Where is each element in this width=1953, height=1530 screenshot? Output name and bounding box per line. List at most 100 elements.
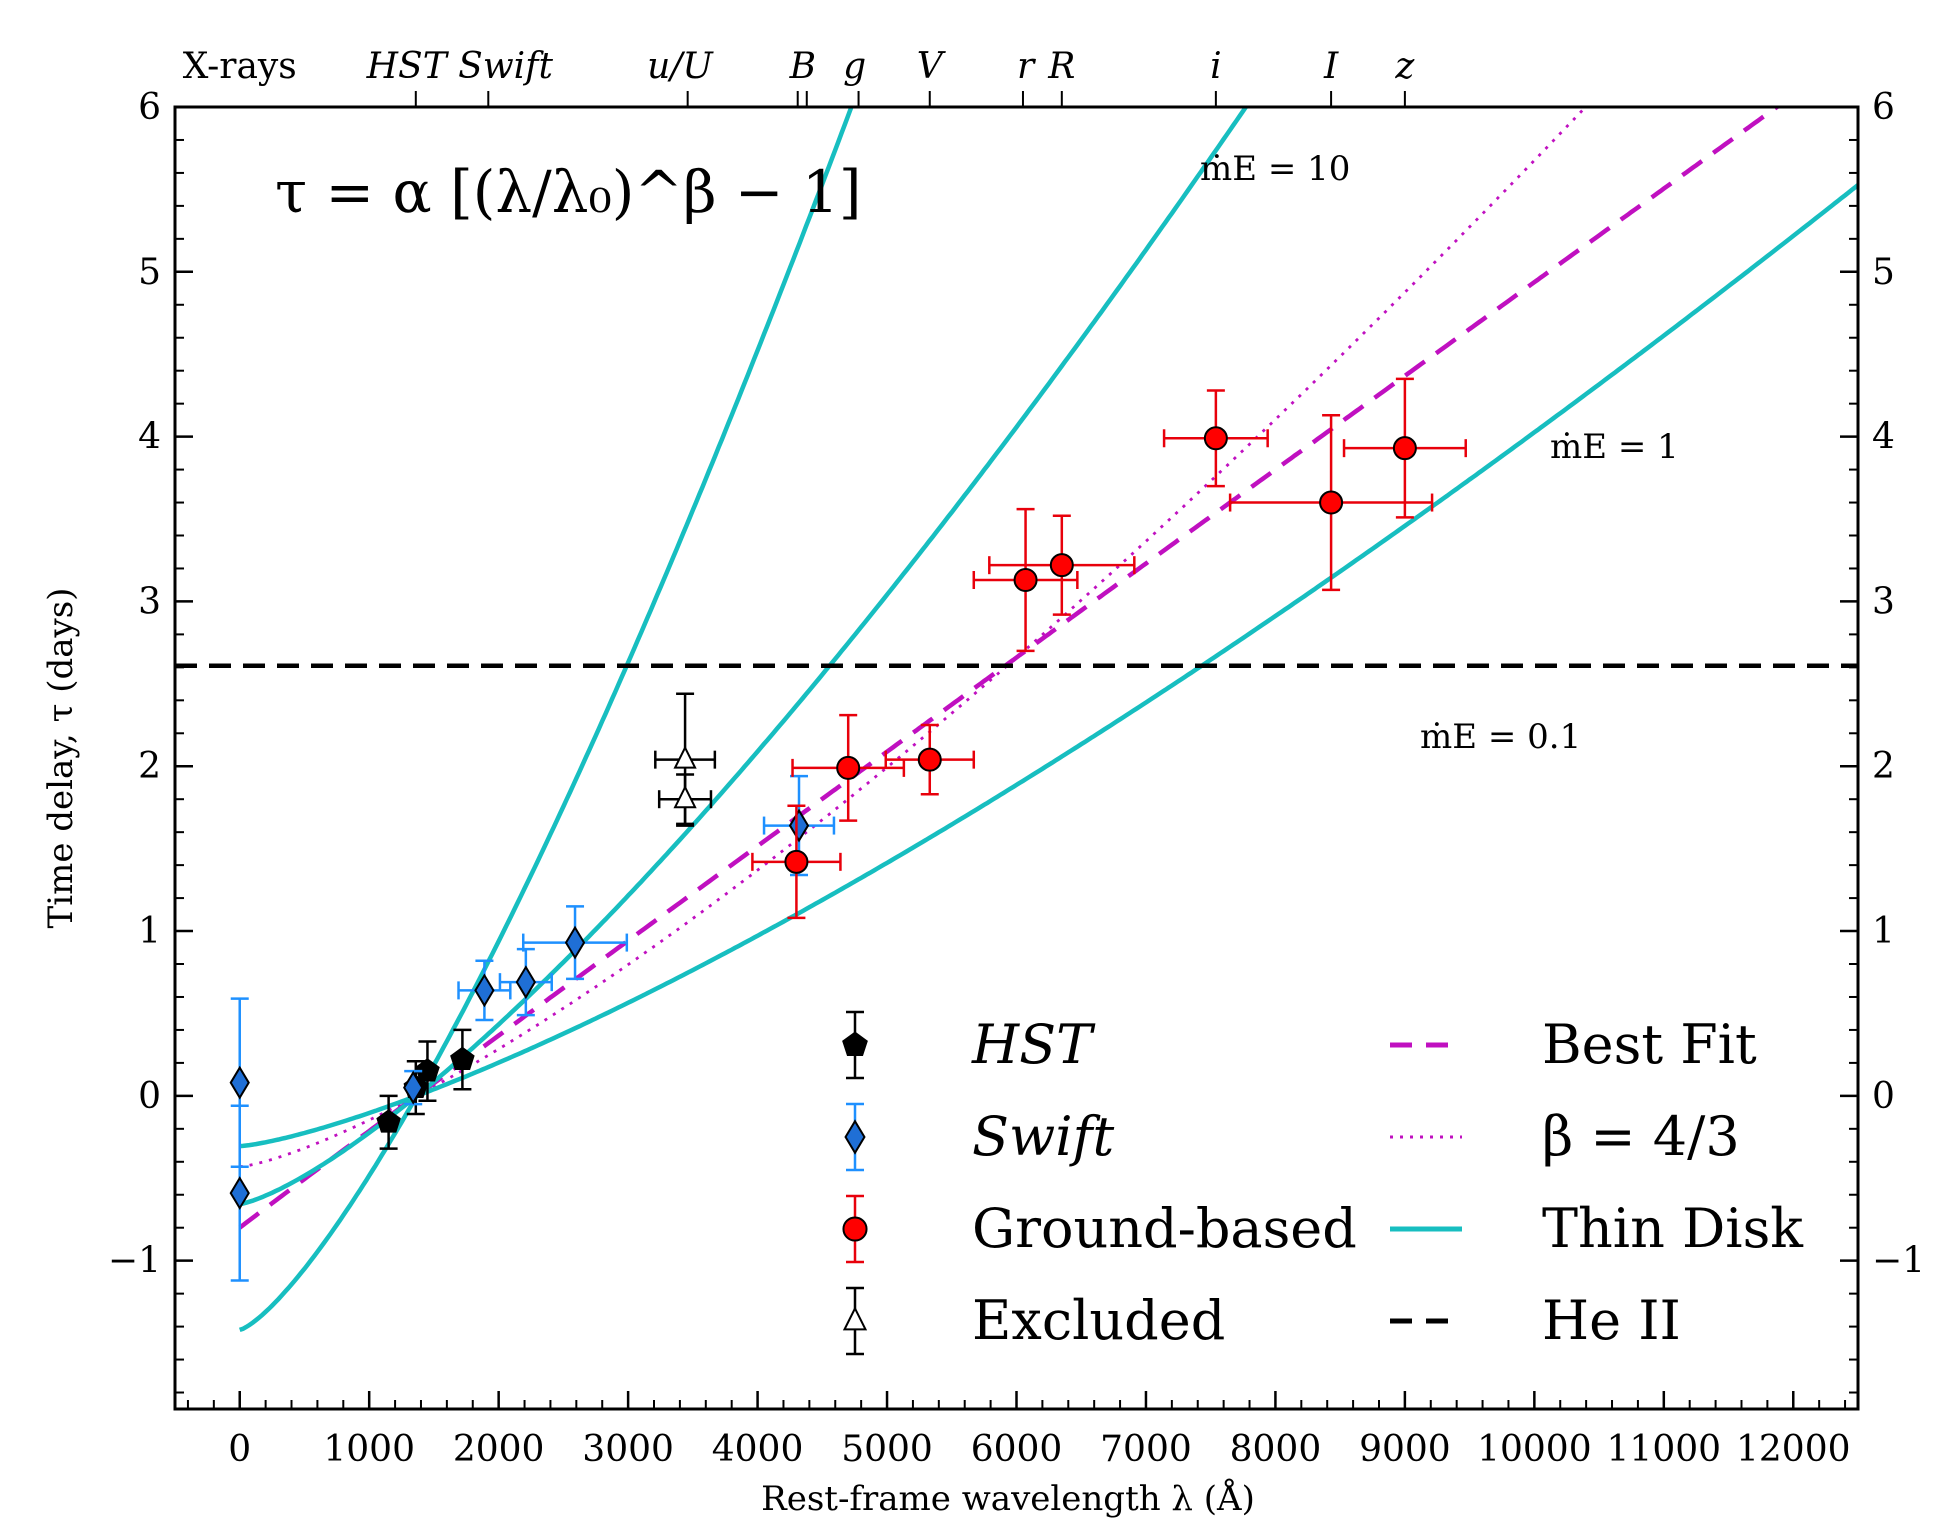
legend-label: Swift: [972, 1105, 1114, 1168]
series-hst: [376, 1028, 475, 1150]
data-point: [1203, 426, 1228, 451]
y-tick-label-left: 0: [138, 1076, 161, 1117]
top-band-label: z: [1394, 46, 1415, 87]
data-point: [673, 745, 697, 769]
legend-label: β = 4/3: [1542, 1105, 1740, 1168]
data-point: [784, 849, 809, 874]
y-tick-label-left: 4: [138, 417, 161, 458]
data-point: [474, 973, 495, 1008]
axis-layer: 0 1000 2000 3000 4000 5000 6000 7000 8000 9000 100…: [108, 87, 1925, 1470]
x-tick-label: 7000: [1100, 1429, 1192, 1470]
legend-item-he-ii: He II: [1390, 1289, 1681, 1352]
data-point: [836, 755, 861, 780]
legend-item-hst: HST: [842, 1010, 1096, 1080]
legend-label: Ground-based: [972, 1197, 1357, 1260]
x-tick-label: 5000: [841, 1429, 933, 1470]
y-tick-label-right: 6: [1872, 87, 1895, 128]
legend-label: Best Fit: [1542, 1013, 1757, 1076]
data-point: [229, 1065, 250, 1100]
legend-label: Thin Disk: [1542, 1197, 1804, 1260]
data-point: [564, 925, 586, 960]
top-band-label: u/U: [647, 46, 714, 87]
model-label: ṁE = 1: [1550, 427, 1679, 467]
top-band-label: I: [1323, 46, 1339, 87]
data-point: [673, 784, 697, 809]
top-band-label: B: [789, 46, 816, 87]
top-band-label: X-rays: [183, 46, 297, 87]
legend-marker: [844, 1119, 866, 1155]
data-point: [917, 747, 942, 772]
legend-item-best-fit: Best Fit: [1390, 1013, 1757, 1076]
legend-marker: [842, 1031, 868, 1056]
y-tick-label-right: 0: [1872, 1076, 1895, 1117]
y-tick-label-left: 6: [138, 87, 161, 128]
x-tick-label: 0: [228, 1429, 251, 1470]
top-band-label: g: [843, 46, 866, 87]
x-tick-label: 12000: [1736, 1429, 1851, 1470]
series-excluded: [654, 692, 717, 827]
data-point: [376, 1109, 401, 1133]
y-tick-label-right: −1: [1872, 1241, 1925, 1282]
data-point: [1013, 568, 1038, 593]
top-band-label: i: [1210, 46, 1222, 87]
x-tick-label: 4000: [712, 1429, 804, 1470]
legend-marker: [842, 1306, 868, 1331]
thin-disk-curve: [239, 107, 1249, 1207]
data-point: [515, 965, 537, 1000]
top-band-label: V: [917, 46, 947, 87]
data-point: [415, 1058, 440, 1082]
legend-item-excluded: Excluded: [842, 1286, 1225, 1356]
y-tick-label-left: 2: [138, 746, 161, 787]
data-point: [1392, 436, 1417, 461]
legend-label: HST: [971, 1013, 1096, 1076]
legend-item-ground-based: Ground-based: [842, 1194, 1357, 1264]
legend-item-swift: Swift: [844, 1102, 1114, 1172]
data-point: [403, 1070, 424, 1105]
x-axis-title: Rest-frame wavelength λ (Å): [761, 1478, 1255, 1519]
x-tick-label: 10000: [1477, 1429, 1592, 1470]
data-point: [1319, 490, 1344, 515]
series-swift: [229, 774, 836, 1282]
model-label: ṁE = 10: [1200, 149, 1350, 189]
best-fit-curve: [238, 107, 1781, 1230]
legend-item--4-3: β = 4/3: [1390, 1105, 1740, 1168]
y-tick-label-right: 5: [1872, 252, 1895, 293]
data-point: [229, 1176, 250, 1211]
x-tick-label: 2000: [453, 1429, 545, 1470]
data-point: [788, 808, 810, 843]
thin-disk-curve: [238, 107, 854, 1333]
x-tick-label: 9000: [1359, 1429, 1451, 1470]
legend-label: He II: [1542, 1289, 1681, 1352]
y-axis-title: Time delay, τ (days): [41, 588, 81, 929]
series-ground-based: [751, 377, 1467, 920]
x-tick-label: 6000: [971, 1429, 1063, 1470]
data-layer: [229, 377, 1467, 1282]
data-point: [1049, 553, 1074, 578]
legend-marker: [842, 1216, 868, 1242]
top-band-label: r: [1017, 46, 1036, 87]
data-point: [450, 1046, 475, 1071]
x-tick-label: 11000: [1607, 1429, 1722, 1470]
y-tick-label-right: 2: [1872, 746, 1895, 787]
y-tick-label-right: 4: [1872, 417, 1895, 458]
y-tick-label-right: 3: [1872, 581, 1895, 622]
thin-disk-curve: [239, 183, 1858, 1149]
x-tick-label: 1000: [323, 1429, 415, 1470]
x-tick-label: 8000: [1230, 1429, 1322, 1470]
top-band-label: HST Swift: [366, 46, 554, 87]
y-tick-label-left: 5: [138, 252, 161, 293]
y-tick-label-right: 1: [1872, 911, 1895, 952]
formula: τ = α [(λ/λ₀)^β − 1]: [275, 158, 862, 226]
model-label: ṁE = 0.1: [1420, 717, 1581, 757]
x-tick-label: 3000: [582, 1429, 674, 1470]
legend-item-thin-disk: Thin Disk: [1390, 1197, 1804, 1260]
y-tick-label-left: 1: [138, 911, 161, 952]
y-tick-label-left: −1: [108, 1241, 161, 1282]
legend-label: Excluded: [972, 1289, 1225, 1352]
top-band-label: R: [1047, 46, 1075, 87]
y-tick-label-left: 3: [138, 581, 161, 622]
legend: HST Swift Ground-based Excluded Best Fit β = …: [842, 1010, 1804, 1356]
model-layer: [175, 107, 1858, 1333]
